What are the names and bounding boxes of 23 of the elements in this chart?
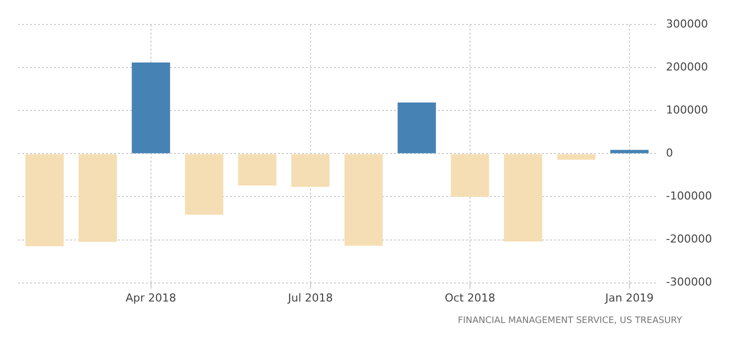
bar [184,154,224,215]
bar [344,154,383,246]
bar [450,154,490,197]
bar [78,154,117,242]
bar [398,102,436,154]
bar [504,154,542,242]
bar [291,154,330,187]
y-tick-label: 0 [666,146,674,160]
x-tick-label: Apr 2018 [126,291,176,304]
x-tick-label: Jan 2019 [604,291,654,304]
x-tick-label: Oct 2018 [444,291,496,304]
y-tick-label: -300000 [666,276,712,289]
bar [238,154,276,186]
x-tick-label: Jul 2018 [287,291,333,304]
y-tick-label: 100000 [666,104,708,117]
y-tick-label: -100000 [666,190,712,203]
bar [25,154,64,246]
bar [132,62,170,154]
text: FINANCIAL MANAGEMENT SERVICE, US TREASURY [456,316,683,326]
y-tick-label: 300000 [666,17,708,30]
bar [557,154,596,160]
y-tick-label: -200000 [666,232,712,246]
y-tick-label: 200000 [666,60,708,74]
